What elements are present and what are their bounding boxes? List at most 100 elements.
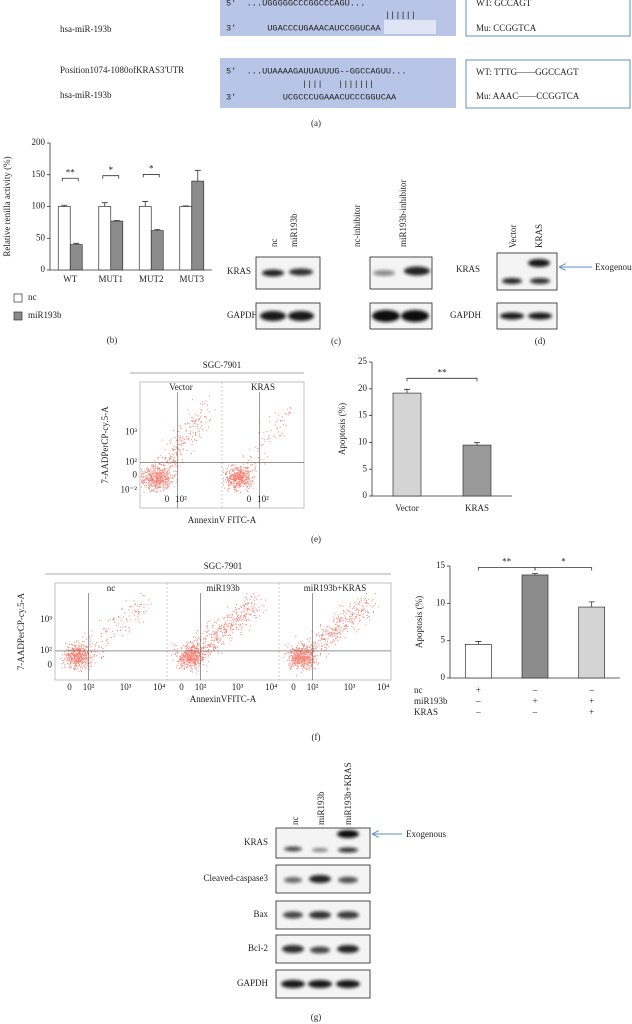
condition-label: KRAS (414, 707, 438, 717)
lane-label: miR193b+KRAS (343, 762, 353, 825)
x-tick-label: MUT2 (139, 274, 164, 284)
x-tick-label: 10³ (232, 682, 244, 692)
y-tick-label: 200 (32, 137, 46, 147)
target-seq: 5' ...UGGGGGCCCGGCCCAGU... (226, 0, 365, 8)
blot-band (338, 847, 358, 853)
blot-band (284, 877, 302, 883)
significance-bracket (477, 567, 536, 571)
panel-name: KRAS (251, 382, 275, 392)
x-tick-label: 0 (179, 682, 184, 692)
blot-band (284, 846, 302, 852)
lane-label: KRAS (534, 224, 544, 248)
panel-label: (d) (535, 336, 546, 346)
bar (462, 444, 492, 497)
error-bar (154, 228, 161, 231)
row-label: GAPDH (237, 978, 269, 988)
condition-sign: – (588, 685, 594, 695)
legend-label: miR193b (28, 310, 62, 320)
condition-sign: + (476, 685, 481, 695)
x-tick-label: KRAS (465, 503, 489, 513)
mirna-seq: 3' UGACCCUGAAACAUCCGGUCAA (226, 23, 382, 33)
blot-band (289, 268, 313, 276)
blot-band (337, 945, 359, 953)
bar (521, 574, 549, 679)
y-tick-label: 0 (48, 660, 53, 670)
mirna-name: hsa-miR-193b (60, 90, 112, 100)
row-label: Bcl-2 (248, 943, 268, 953)
significance-label: * (109, 165, 114, 175)
panel-name: Vector (169, 382, 193, 392)
y-tick-label: 100 (32, 201, 46, 211)
plot-frame (54, 582, 392, 681)
lane-label: miR193b (316, 791, 326, 825)
blot-band (281, 980, 305, 988)
y-tick-label: 0 (441, 672, 446, 682)
panel-label: (g) (311, 1012, 322, 1022)
y-tick-label: 5 (363, 463, 368, 473)
panel-name: miR193b (206, 583, 240, 593)
x-tick-label: 0 (291, 682, 296, 692)
significance-label: * (561, 557, 566, 567)
pairing: |||||| (385, 10, 416, 20)
blot-band (373, 270, 395, 276)
bar (110, 220, 124, 271)
blot-band (528, 259, 550, 267)
error-bar (194, 169, 201, 182)
panel-name: nc (107, 583, 116, 593)
row-label: Cleaved-caspase3 (204, 873, 269, 883)
y-tick-label: 5 (441, 635, 446, 645)
site-box (465, 0, 631, 37)
pairing: |||| ||||||| (302, 79, 374, 89)
site-box (465, 59, 631, 109)
scatter-dots (141, 395, 216, 496)
mu-seq: Mu: AAAC——CCGGTCA (476, 91, 580, 101)
y-tick-label: 10 (436, 597, 446, 607)
y-axis-label: 7-AADPerCP-cy.5-A (16, 592, 26, 670)
wt-seq: WT: GCCAGT (476, 0, 532, 8)
row-label: Bax (254, 909, 269, 919)
error-bar (475, 641, 482, 645)
blot-band (309, 875, 331, 883)
error-bar (532, 573, 538, 575)
condition-sign: – (475, 707, 481, 717)
condition-label: nc (414, 685, 423, 695)
row-label: GAPDH (450, 310, 482, 320)
bar (69, 244, 83, 271)
bar (57, 206, 71, 271)
condition-sign: + (532, 696, 537, 706)
error-bar (113, 220, 120, 222)
y-tick-label: 0 (41, 264, 46, 274)
condition-sign: + (589, 707, 594, 717)
blot-frame (496, 252, 558, 291)
significance-label: ** (66, 167, 76, 177)
bar (464, 644, 492, 679)
significance-bracket (61, 177, 79, 182)
lane-label: Vector (508, 225, 518, 249)
y-tick-label: 20 (358, 383, 368, 393)
scatter-dots (171, 593, 267, 675)
legend-label: nc (28, 292, 37, 302)
error-bar (73, 242, 80, 245)
error-bar (61, 204, 68, 207)
y-axis-label: Relative renilla activity (%) (2, 156, 12, 256)
panel-name: miR193b+KRAS (304, 583, 367, 593)
target-seq: 5' ...UUAAAAGAUUAUUUG--GGCCAGUU... (226, 66, 407, 76)
blot-band (308, 980, 332, 988)
x-tick-label: 0 (247, 494, 252, 504)
site-position: Position1074-1080ofKRAS3'UTR (60, 65, 184, 75)
significance-label: ** (502, 557, 512, 567)
blot-band (309, 911, 331, 919)
blot-band (283, 911, 303, 919)
legend-swatch (13, 293, 23, 303)
scatter-dots (223, 406, 292, 493)
x-tick-label: 10² (175, 494, 187, 504)
x-tick-label: 10² (83, 682, 95, 692)
row-label: GAPDH (227, 310, 259, 320)
blot-band (502, 278, 522, 284)
blot-band (310, 946, 330, 954)
x-tick-label: 10² (195, 682, 207, 692)
y-tick-label: 25 (358, 356, 368, 366)
flow-title: SGC-7901 (203, 360, 242, 370)
x-tick-label: 10² (257, 494, 269, 504)
seed-highlight (384, 20, 436, 34)
